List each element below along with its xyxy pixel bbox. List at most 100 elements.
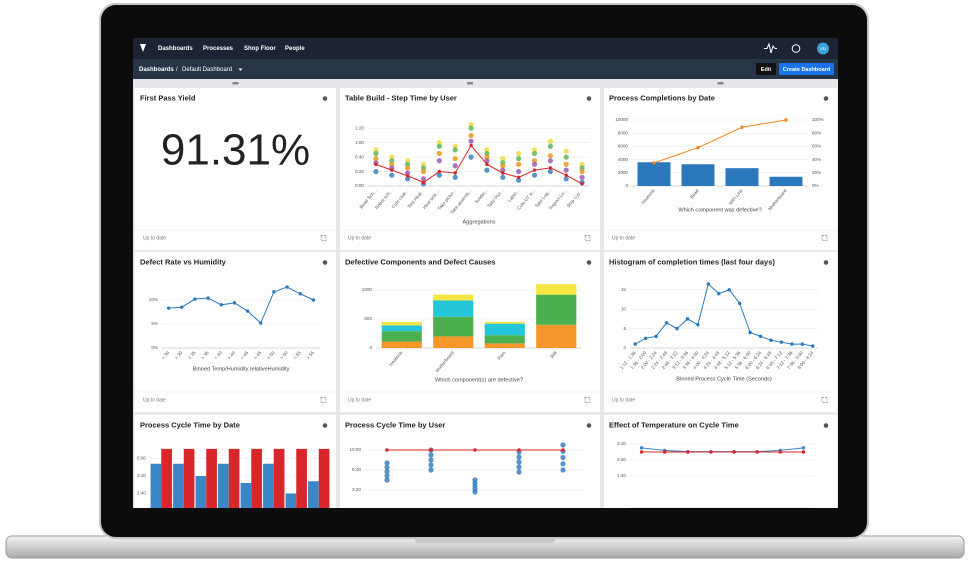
bar [296,448,307,508]
drag-handle[interactable] [232,82,239,85]
data-point [664,321,669,325]
data-point [531,158,538,164]
data-point [469,143,473,148]
nav-item[interactable]: Dashboards [158,46,193,52]
data-point [563,176,569,182]
settings-icon[interactable] [322,423,328,428]
data-point [385,448,389,452]
data-point [579,161,585,167]
x-tick-label: > 45 [253,350,263,361]
data-point [560,467,566,473]
y-tick-label: 1:40 [137,491,146,496]
data-point [778,450,783,454]
drag-handle[interactable] [467,82,473,85]
y-tick-label: 1000 [362,287,373,292]
bar-segment [484,335,525,344]
footer-status: Up to date [612,235,635,241]
y-tick-label: 8000 [618,130,629,135]
data-point [633,342,637,346]
y-tick-label: 0 [623,345,626,350]
data-point [564,173,568,177]
settings-icon[interactable] [322,96,328,101]
activity-icon[interactable] [764,42,777,54]
settings-icon[interactable] [823,260,829,265]
expand-icon[interactable] [320,235,327,241]
settings-icon[interactable] [322,260,328,265]
data-point [531,150,538,157]
x-axis-label: Aggregations [463,219,496,225]
bar [206,448,217,508]
footer-status: Up to date [143,397,166,403]
data-point [389,161,395,167]
data-point [245,309,250,313]
x-tick-label: < 35 [187,350,197,361]
settings-icon[interactable] [823,96,829,101]
x-axis-label: Binned Temp/Humidity.relativeHumidity [193,366,290,372]
data-point [779,340,784,344]
data-point [373,150,379,157]
breadcrumb-current[interactable]: Default Dashboard [182,67,232,73]
data-point [452,174,458,180]
dropdown-caret[interactable] [238,68,243,72]
screen: Dashboards Processes Shop Floor People U… [133,38,838,508]
drag-handle[interactable] [717,82,724,85]
settings-icon[interactable] [586,96,592,101]
data-point [800,342,805,346]
data-point [790,342,794,346]
edit-button[interactable] [756,63,776,75]
expand-icon[interactable] [584,235,591,241]
data-point [516,155,522,162]
bar [637,162,671,186]
data-point [384,460,390,466]
footer-status: Up to date [348,235,371,241]
breadcrumb-root[interactable]: Dashboards [139,67,174,73]
data-point [206,296,210,300]
expand-icon[interactable] [584,397,591,403]
expand-icon[interactable] [821,397,828,403]
bar-segment [433,336,474,348]
bar-segment [381,325,422,332]
x-tick-label: > 35 [200,350,210,361]
data-point [452,155,458,162]
avatar[interactable] [817,42,829,55]
settings-icon[interactable] [823,423,829,428]
data-point [428,467,434,473]
settings-icon[interactable] [586,423,592,428]
data-point [516,150,522,157]
bar [228,448,240,508]
series-line [653,119,787,164]
help-icon[interactable] [791,44,801,53]
bar [285,493,297,508]
settings-icon[interactable] [586,260,592,265]
x-axis-label: Binned Process Cycle Time (Seconds) [676,376,772,382]
bar [273,448,285,508]
footer-status: Up to date [143,235,166,241]
panel-title: Defective Components and Defect Causes [345,257,495,266]
data-point [436,140,442,146]
data-point [384,477,390,483]
nav-item[interactable]: People [285,46,305,52]
data-point [563,167,569,173]
y-tick-label: 0 [369,345,372,350]
y-tick-label: 1:20 [355,125,364,130]
nav-item[interactable]: Shop Floor [244,46,276,52]
panel [604,252,837,412]
y-tick-label: 3:20 [617,441,626,446]
kpi-value: 91.31% [161,126,310,175]
y-tick-label: 0% [812,183,819,188]
y-tick-label: 5 [623,326,626,331]
create-button[interactable] [779,63,834,75]
footer-status: Up to date [348,397,371,403]
avatar-initials: UU [820,46,827,51]
expand-icon[interactable] [320,397,327,403]
panel-title: Defect Rate vs Humidity [140,257,227,266]
y-tick-label: 0:20 [355,169,364,174]
data-point [685,317,690,321]
panel-title: Process Cycle Time by Date [140,420,240,429]
data-point [193,297,197,301]
bar [769,176,803,186]
expand-icon[interactable] [821,235,828,241]
nav-item[interactable]: Processes [203,46,234,52]
data-point [758,334,763,339]
